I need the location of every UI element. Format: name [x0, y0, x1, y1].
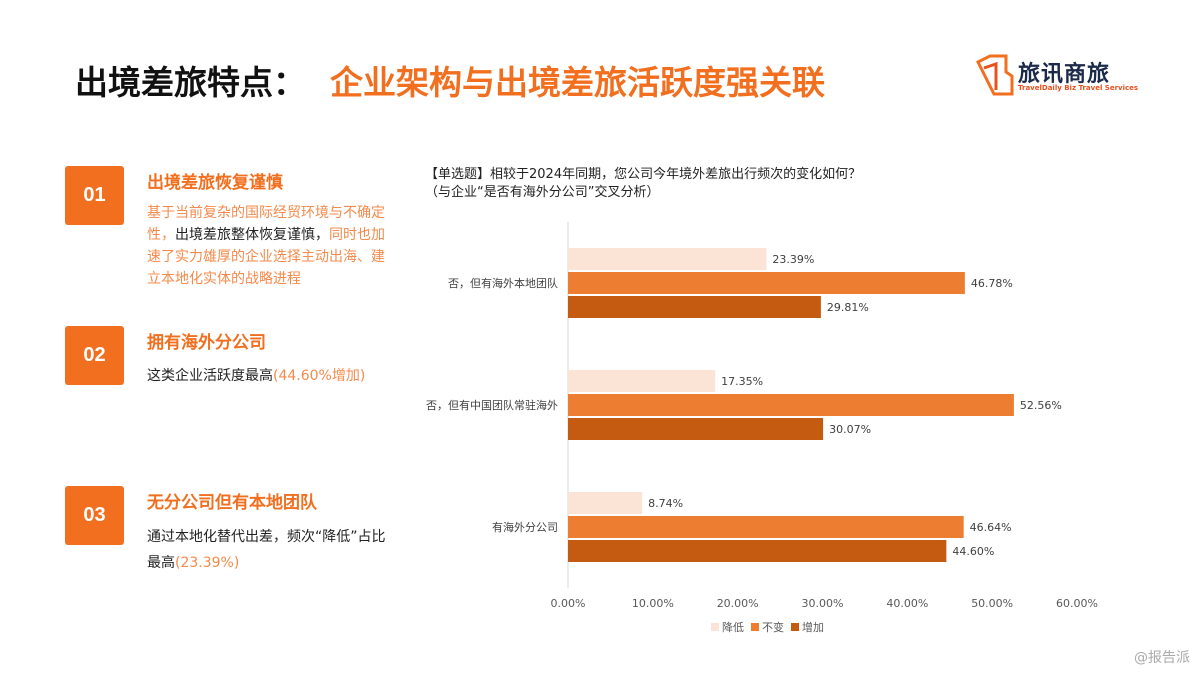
legend-label: 降低 — [722, 620, 744, 634]
logo: 旅讯商旅 TravelDaily Biz Travel Services — [972, 50, 1138, 100]
text-highlight: (44.60%增加) — [273, 368, 366, 384]
legend-label: 增加 — [802, 620, 824, 634]
point-title: 无分公司但有本地团队 — [147, 493, 317, 513]
bar — [568, 370, 716, 392]
text-highlight: 同时也加速了实力雄厚的企业选择主动出海、建立本地化实体的战略进程 — [147, 227, 385, 287]
data-label: 23.39% — [772, 253, 814, 266]
x-tick-label: 30.00% — [802, 597, 844, 610]
category-label: 否，但有中国团队常驻海外 — [426, 398, 558, 412]
logo-tagline: TravelDaily Biz Travel Services — [1018, 84, 1139, 92]
legend-swatch — [791, 623, 799, 631]
point-title: 拥有海外分公司 — [147, 333, 266, 353]
category-label: 否，但有海外本地团队 — [448, 276, 558, 290]
logo-name: 旅讯商旅 — [1018, 62, 1111, 87]
data-label: 17.35% — [721, 375, 763, 388]
x-tick-label: 10.00% — [632, 597, 674, 610]
question-subline: （与企业“是否有海外分公司”交叉分析） — [425, 185, 660, 200]
text-highlight: (23.39%) — [175, 555, 240, 571]
legend-label: 不变 — [762, 620, 784, 634]
bar — [568, 296, 821, 318]
bar — [568, 492, 643, 514]
text-plain: 通过本地化替代出差，频次“降低”占比最高 — [147, 529, 386, 571]
point-text: 这类企业活跃度最高(44.60%增加) — [147, 365, 407, 387]
x-tick-label: 40.00% — [886, 597, 928, 610]
bar — [568, 516, 964, 538]
category-label: 有海外分公司 — [492, 520, 558, 534]
title-black: 出境差旅特点： — [75, 63, 306, 102]
data-label: 52.56% — [1020, 399, 1062, 412]
x-tick-label: 20.00% — [717, 597, 759, 610]
data-label: 46.78% — [971, 277, 1013, 290]
point-title: 出境差旅恢复谨慎 — [147, 173, 283, 193]
question-line: 【单选题】相较于2024年同期，您公司今年境外差旅出行频次的变化如何？ — [425, 167, 862, 182]
title-orange: 企业架构与出境差旅活跃度强关联 — [330, 63, 825, 102]
x-tick-label: 0.00% — [551, 597, 586, 610]
point-text: 基于当前复杂的国际经贸环境与不确定性，出境差旅整体恢复谨慎，同时也加速了实力雄厚… — [147, 202, 392, 290]
text-plain: 这类企业活跃度最高 — [147, 368, 273, 384]
logo-icon — [975, 54, 1014, 96]
bar — [568, 540, 947, 562]
x-tick-label: 60.00% — [1056, 597, 1098, 610]
data-label: 44.60% — [952, 545, 994, 558]
data-label: 29.81% — [827, 301, 869, 314]
bar — [568, 248, 767, 270]
data-label: 46.64% — [970, 521, 1012, 534]
point-number: 03 — [65, 486, 124, 545]
question-text: 【单选题】相较于2024年同期，您公司今年境外差旅出行频次的变化如何？ （与企业“… — [425, 166, 861, 202]
data-label: 30.07% — [829, 423, 871, 436]
point-number: 01 — [65, 166, 124, 225]
legend-swatch — [751, 623, 759, 631]
bar — [568, 272, 965, 294]
point-text: 通过本地化替代出差，频次“降低”占比最高(23.39%) — [147, 524, 392, 576]
text-plain: 出境差旅整体恢复谨慎， — [175, 227, 329, 243]
x-tick-label: 50.00% — [971, 597, 1013, 610]
point-number: 02 — [65, 326, 124, 385]
page-title: 出境差旅特点： 企业架构与出境差旅活跃度强关联 — [75, 56, 825, 104]
bar — [568, 394, 1014, 416]
bar — [568, 418, 824, 440]
legend-swatch — [711, 623, 719, 631]
text-highlight: 基于当前复杂的国际经贸环境与不确定性， — [147, 205, 385, 243]
watermark: @报告派 — [1134, 650, 1190, 666]
data-label: 8.74% — [648, 497, 683, 510]
